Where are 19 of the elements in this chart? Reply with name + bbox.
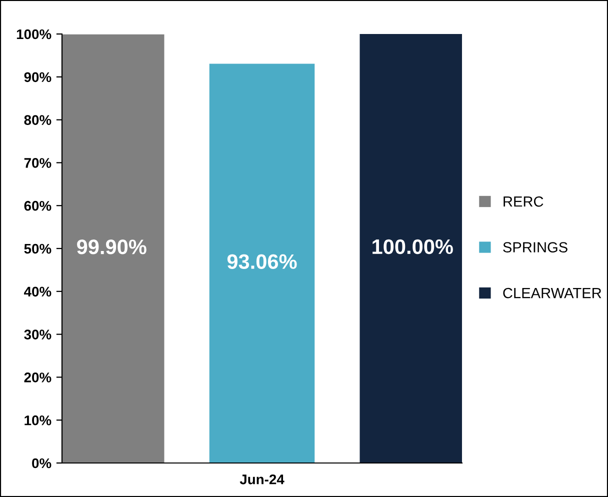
y-tick-label: 80% [24,115,52,125]
y-tick-label: 0% [32,458,52,468]
legend-label: SPRINGS [503,242,568,252]
y-tick-label: 20% [24,372,52,382]
y-tick-label: 100% [16,29,52,40]
y-tick-label: 30% [24,330,52,340]
bar [209,64,315,463]
legend-label: CLEARWATER [503,288,602,298]
data-label: 99.90% [77,240,146,254]
data-label: 93.06% [227,254,297,270]
y-tick-label: 70% [24,158,52,168]
y-tick-label: 10% [24,415,52,426]
y-tick-label: 60% [24,200,52,211]
data-label: 100.00% [372,239,453,254]
legend-label: RERC [504,196,544,207]
y-tick-label: 90% [24,72,52,82]
x-tick-label: Jun-24 [240,474,284,484]
y-tick-label: 40% [24,286,52,297]
y-tick-label: 50% [24,244,52,254]
